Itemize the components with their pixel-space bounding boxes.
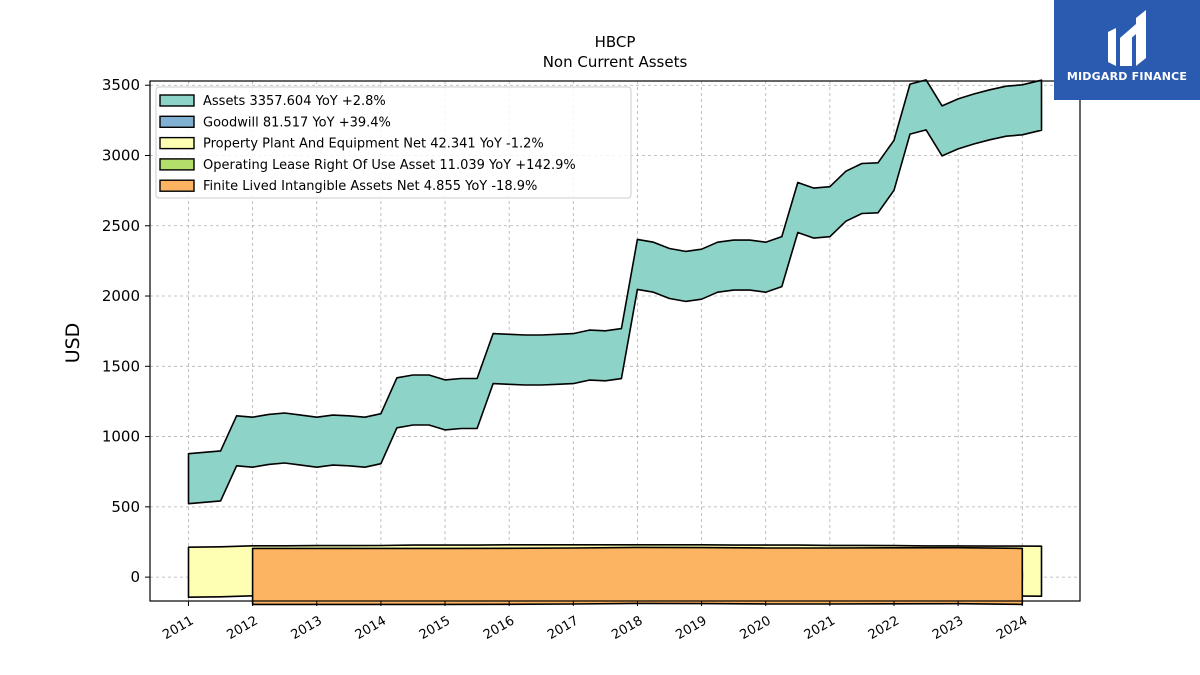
legend-label: Property Plant And Equipment Net 42.341 … <box>203 137 544 152</box>
logo-mark-icon <box>1108 10 1146 66</box>
legend: Assets 3357.604 YoY +2.8% Goodwill 81.517… <box>155 86 632 199</box>
x-tick-label: 2017 <box>545 613 581 643</box>
series-assets <box>187 79 1043 505</box>
series-finite-lived-intangible-assets-net <box>251 546 1024 606</box>
x-tick-label: 2012 <box>224 613 260 643</box>
y-tick-label: 500 <box>111 498 140 516</box>
y-tick-label: 2000 <box>102 287 140 305</box>
x-tick-label: 2018 <box>609 613 645 643</box>
y-tick-label: 1500 <box>102 357 140 375</box>
plot-frame <box>149 80 1081 602</box>
legend-swatch <box>159 115 195 129</box>
x-tick-label: 2016 <box>481 613 517 643</box>
legend-label: Finite Lived Intangible Assets Net 4.855… <box>203 179 537 194</box>
x-tick-label: 2014 <box>353 613 389 643</box>
x-tick-label: 2011 <box>160 613 196 643</box>
y-tick-label: 3000 <box>102 146 140 164</box>
chart-subtitle: Non Current Assets <box>543 53 688 71</box>
series-layer <box>187 79 1043 606</box>
y-tick-label: 2500 <box>102 217 140 235</box>
y-tick-label: 3500 <box>102 76 140 94</box>
x-tick-label: 2015 <box>417 613 453 643</box>
legend-swatch <box>159 158 195 171</box>
y-tick-label: 0 <box>130 568 140 586</box>
legend-box <box>155 86 632 199</box>
legend-swatch <box>159 94 195 107</box>
y-axis-label: USD <box>62 323 84 364</box>
midgard-finance-logo: MIDGARD FINANCE <box>1054 0 1200 100</box>
legend-swatch <box>159 136 195 150</box>
legend-label: Goodwill 81.517 YoY +39.4% <box>203 115 391 130</box>
x-tick-label: 2024 <box>994 613 1030 643</box>
x-tick-label: 2019 <box>673 613 709 643</box>
x-tick-label: 2021 <box>802 613 838 643</box>
y-tick-label: 1000 <box>102 428 140 446</box>
legend-label: Operating Lease Right Of Use Asset 11.03… <box>203 158 576 173</box>
x-tick-label: 2023 <box>930 613 966 643</box>
x-tick-label: 2013 <box>289 613 325 643</box>
logo-text: MIDGARD FINANCE <box>1066 70 1188 83</box>
legend-swatch <box>159 179 195 192</box>
legend-label: Assets 3357.604 YoY +2.8% <box>203 94 386 109</box>
x-tick-label: 2020 <box>738 613 774 643</box>
chart-title: HBCP <box>595 33 636 51</box>
x-tick-label: 2022 <box>866 613 902 643</box>
